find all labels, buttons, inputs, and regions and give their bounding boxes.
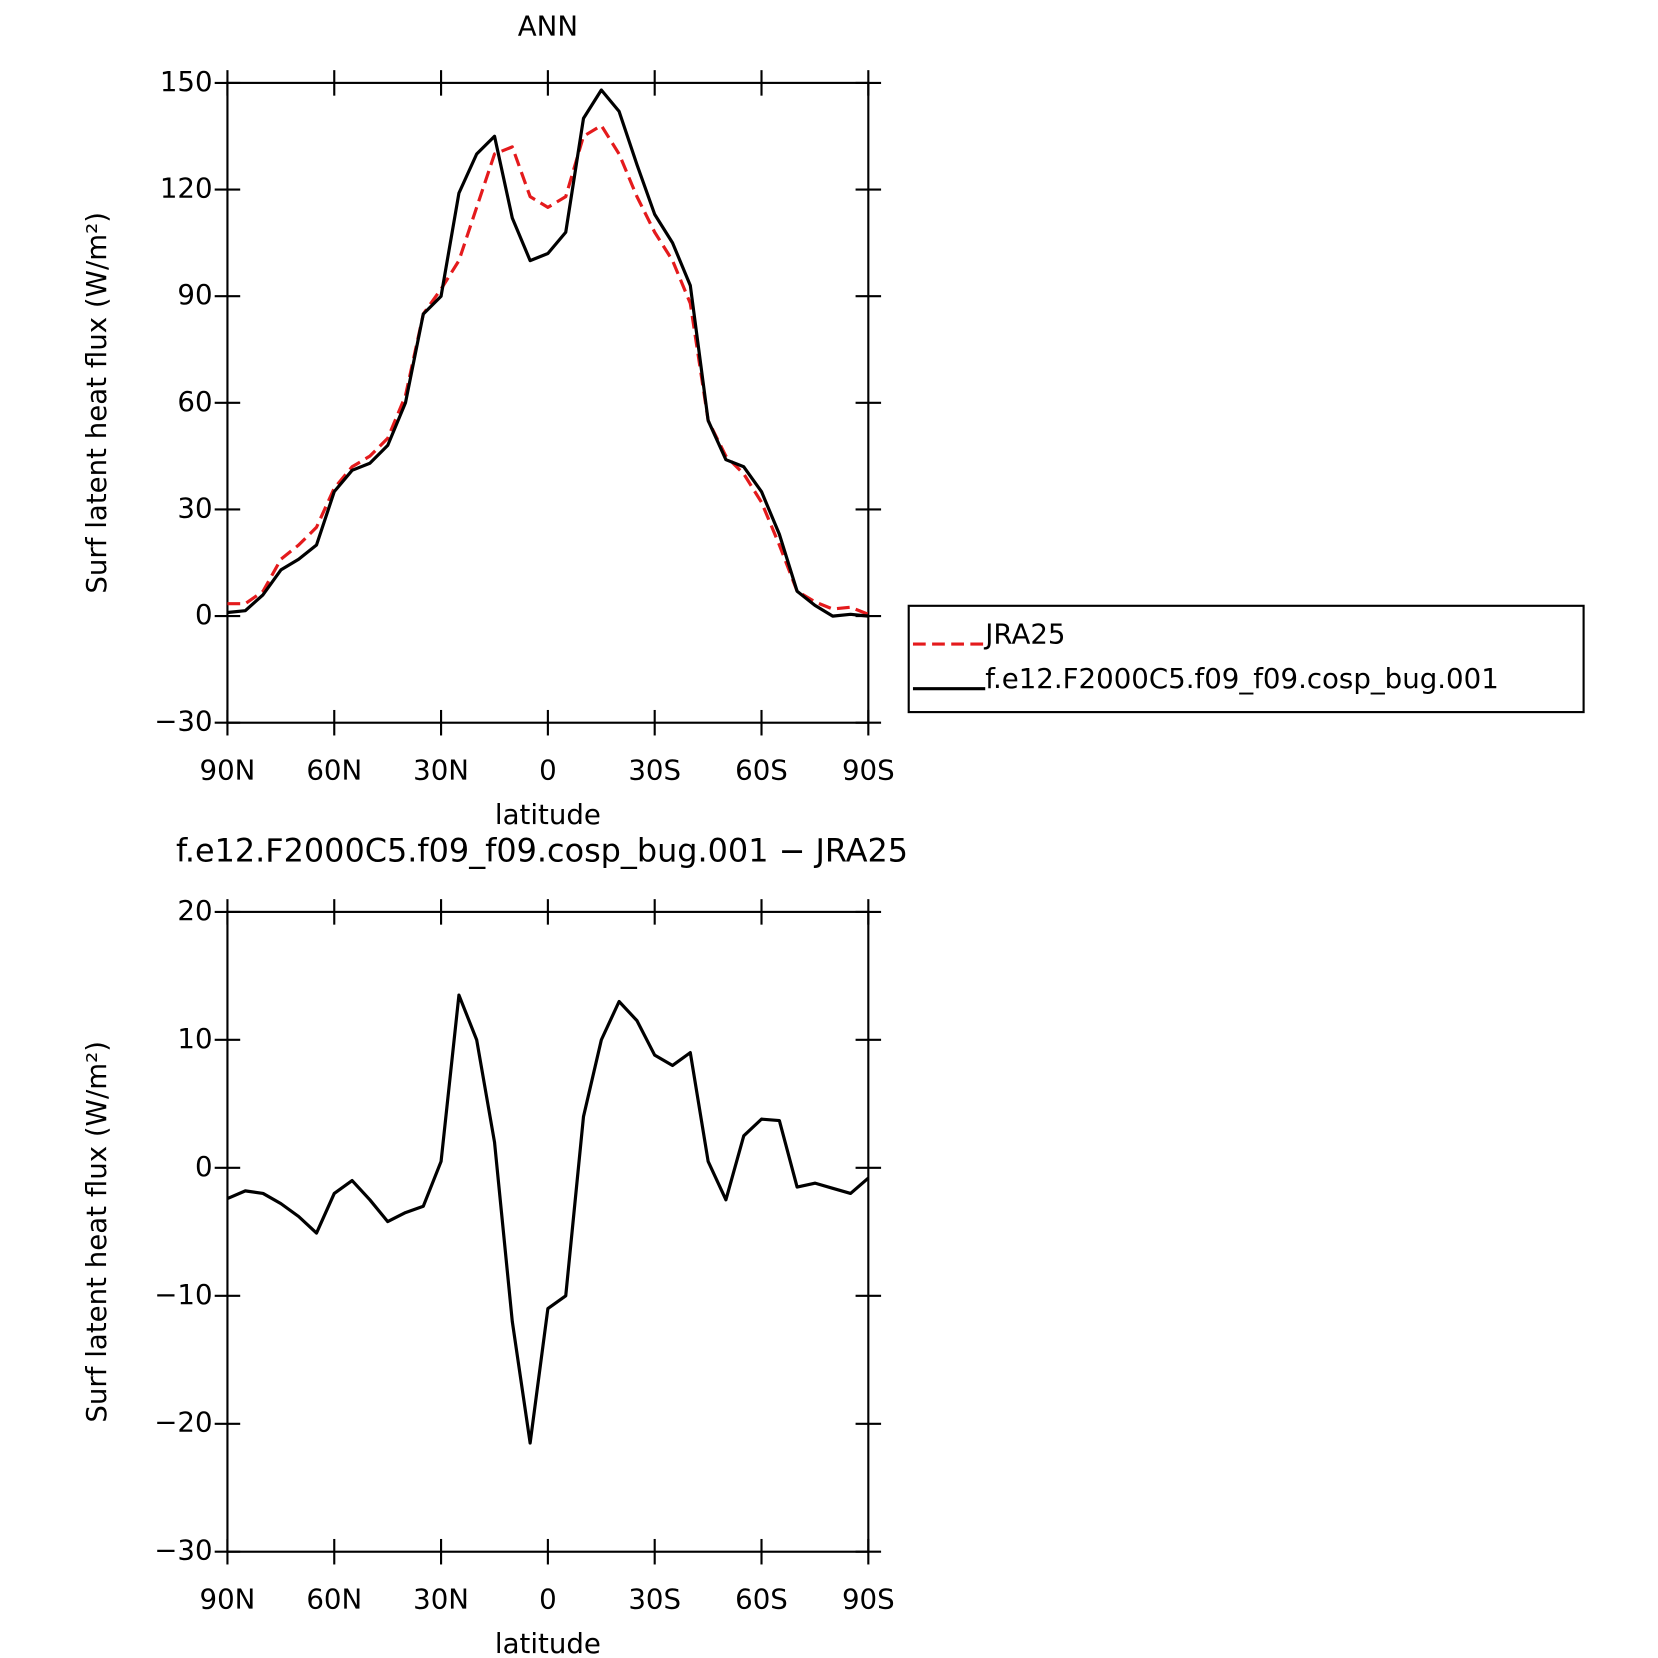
y-tick-label: 120 <box>160 172 213 205</box>
y-tick-label: −20 <box>154 1406 212 1439</box>
x-tick-label: 30N <box>413 1583 469 1616</box>
x-tick-label: 90S <box>842 1583 895 1616</box>
plot-frame <box>226 910 870 1553</box>
data-line <box>226 993 870 1445</box>
x-tick-label: 90N <box>200 1583 256 1616</box>
y-tick-label: 90 <box>177 278 212 311</box>
data-line <box>227 88 869 618</box>
y-tick-label: −30 <box>154 1534 212 1567</box>
chart-title: ANN <box>518 10 578 43</box>
y-tick-label: 20 <box>177 894 212 927</box>
y-tick-label: 0 <box>195 598 213 631</box>
legend-label: f.e12.F2000C5.f09_f09.cosp_bug.001 <box>985 662 1499 695</box>
x-tick-label: 90N <box>200 754 256 787</box>
plot-frame <box>226 81 870 724</box>
y-tick-label: 150 <box>160 65 213 98</box>
y-axis-label: Surf latent heat flux (W/m²) <box>80 1041 113 1423</box>
x-axis-label: latitude <box>495 798 601 831</box>
chart-title: f.e12.F2000C5.f09_f09.cosp_bug.001 − JRA… <box>176 831 908 869</box>
x-tick-label: 30S <box>628 754 681 787</box>
x-tick-label: 60S <box>735 754 788 787</box>
x-tick-label: 60S <box>735 1583 788 1616</box>
y-axis-label: Surf latent heat flux (W/m²) <box>80 212 113 594</box>
y-tick-label: −30 <box>154 705 212 738</box>
data-line <box>227 123 869 616</box>
legend-label: JRA25 <box>983 618 1065 651</box>
x-tick-label: 0 <box>539 754 557 787</box>
legend-box <box>907 604 1585 714</box>
x-tick-label: 30S <box>628 1583 681 1616</box>
y-tick-label: 0 <box>195 1150 213 1183</box>
x-tick-label: 90S <box>842 754 895 787</box>
x-tick-label: 30N <box>413 754 469 787</box>
y-tick-label: −10 <box>154 1278 212 1311</box>
y-tick-label: 10 <box>177 1022 212 1055</box>
x-tick-label: 60N <box>306 1583 362 1616</box>
x-axis-label: latitude <box>495 1627 601 1658</box>
y-tick-label: 30 <box>177 491 212 524</box>
x-tick-label: 60N <box>306 754 362 787</box>
x-tick-label: 0 <box>539 1583 557 1616</box>
y-tick-label: 60 <box>177 385 212 418</box>
